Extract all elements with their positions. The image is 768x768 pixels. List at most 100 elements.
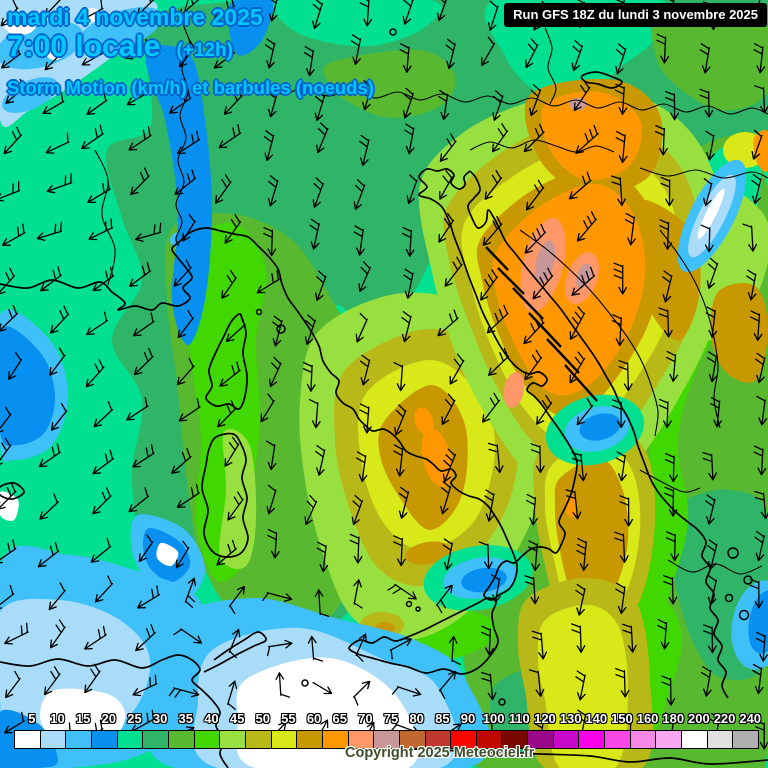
wind-barb: [316, 541, 329, 573]
legend-color-cell: [604, 730, 631, 749]
wind-barb: [168, 687, 200, 698]
island: [497, 267, 525, 295]
wind-barb: [221, 269, 237, 299]
legend-color-cell: [14, 730, 41, 749]
wind-barb: [662, 270, 673, 303]
wind-barb: [404, 123, 415, 155]
wind-barb: [576, 211, 597, 242]
legend-color-cell: [732, 730, 760, 749]
wind-barb: [0, 584, 15, 609]
wind-barb: [4, 622, 29, 645]
wind-barb: [1, 45, 22, 69]
wind-barb: [754, 85, 768, 114]
wind-barb: [227, 680, 238, 710]
wind-barb: [445, 38, 456, 70]
legend-color-cell: [219, 730, 246, 749]
wind-barb: [223, 87, 243, 115]
wind-barb: [135, 624, 156, 652]
wind-barb: [706, 351, 718, 383]
map-region: [47, 50, 63, 60]
map-region: [484, 0, 673, 122]
island: [301, 679, 309, 687]
wind-barb: [621, 623, 637, 653]
wind-barb: [702, 624, 717, 654]
wind-barb: [449, 353, 465, 385]
coastline: [348, 597, 499, 675]
wind-barb: [316, 122, 329, 154]
wind-barb: [38, 443, 61, 468]
wind-barb: [0, 0, 19, 27]
wind-barb: [707, 575, 718, 606]
wind-barb: [176, 130, 201, 155]
coastline: [0, 654, 229, 768]
wind-barb: [218, 123, 242, 149]
wind-barb: [399, 43, 412, 73]
wind-barb: [700, 224, 714, 253]
legend-tick-label: 85: [435, 711, 450, 726]
wind-barb: [444, 256, 463, 287]
wind-barb: [263, 226, 277, 257]
model-run-info: Run GFS 18Z du lundi 3 novembre 2025: [504, 3, 767, 27]
wind-barb: [312, 177, 324, 208]
wind-barb: [746, 269, 757, 301]
wind-barb: [615, 582, 627, 615]
legend-tick-label: 10: [50, 711, 65, 726]
wind-barb: [227, 491, 244, 521]
wind-barb: [275, 672, 291, 698]
legend-color-cell: [65, 730, 92, 749]
island: [255, 308, 263, 316]
wind-barb: [266, 440, 277, 471]
wind-barb: [524, 223, 547, 254]
wind-barb: [50, 402, 68, 431]
wind-barb: [50, 305, 70, 334]
map-region: [421, 428, 453, 488]
wind-barb: [0, 181, 21, 202]
wind-barb: [312, 681, 333, 695]
wind-barb: [484, 169, 503, 200]
wind-barb: [614, 531, 629, 563]
border-line: [639, 469, 701, 493]
island: [498, 698, 506, 706]
legend-tick-label: 100: [482, 711, 505, 726]
wind-barb: [393, 361, 406, 392]
wind-barb: [481, 36, 496, 66]
wind-barb: [45, 132, 70, 154]
wind-barb: [349, 533, 363, 564]
wind-barb: [262, 592, 293, 602]
wind-barb: [436, 0, 447, 22]
wind-barb: [312, 0, 323, 30]
wind-barb: [359, 354, 371, 386]
wind-barb: [439, 133, 457, 162]
wind-barb: [356, 451, 368, 483]
wind-barb: [486, 304, 509, 334]
wind-barb: [174, 169, 197, 196]
legend-color-cell: [193, 730, 221, 749]
wind-barb: [216, 539, 237, 566]
wind-barb: [488, 347, 510, 376]
wind-barb: [478, 541, 493, 570]
wind-barb: [132, 444, 155, 468]
wind-barb: [92, 449, 115, 475]
wind-barb: [491, 123, 509, 153]
wind-barbs: [0, 0, 768, 750]
wind-barb: [530, 443, 545, 474]
wind-barb: [263, 130, 275, 162]
wind-barb: [531, 630, 548, 660]
wind-barb: [225, 316, 246, 342]
legend-tick-label: 110: [508, 711, 530, 726]
border-line: [469, 139, 615, 153]
wind-barb: [308, 398, 321, 429]
wind-barb: [756, 395, 768, 426]
coastline: [0, 482, 25, 500]
wind-barb: [133, 347, 154, 376]
wind-barb: [212, 0, 236, 22]
wind-barb: [657, 618, 670, 650]
wind-barb: [49, 619, 66, 649]
wind-barb: [267, 86, 279, 118]
wind-barb: [138, 534, 154, 563]
wind-barb: [5, 670, 21, 699]
wind-barb: [49, 347, 66, 376]
coastline: [467, 170, 729, 699]
wind-barb: [135, 222, 162, 242]
